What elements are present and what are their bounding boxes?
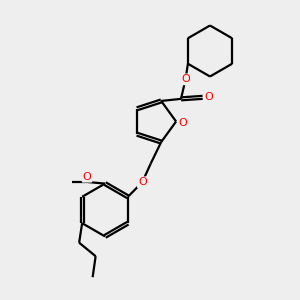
- Text: O: O: [181, 74, 190, 84]
- Text: O: O: [178, 118, 187, 128]
- Text: O: O: [138, 177, 147, 187]
- Text: O: O: [205, 92, 214, 102]
- Text: O: O: [82, 172, 91, 182]
